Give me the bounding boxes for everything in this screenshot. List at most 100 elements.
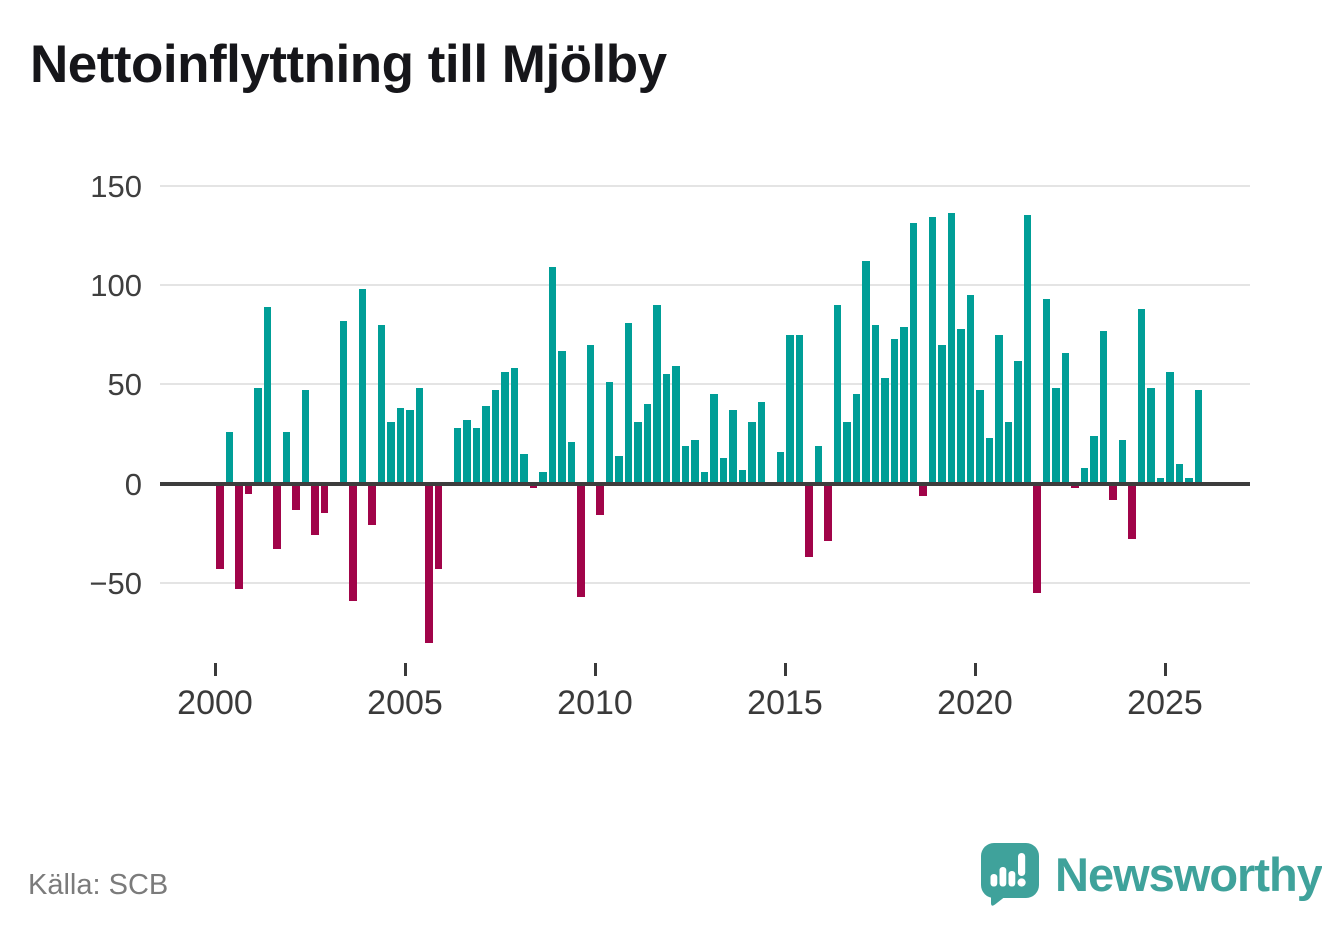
- bar: [349, 483, 357, 601]
- bar: [1052, 388, 1060, 484]
- bar: [235, 483, 243, 589]
- bar: [1194, 390, 1202, 484]
- bar: [387, 422, 395, 484]
- bar: [985, 437, 993, 484]
- x-axis-tick-mark: [404, 663, 407, 676]
- newsworthy-wordmark: Newsworthy: [1055, 847, 1322, 901]
- bar: [871, 324, 879, 484]
- bar: [1156, 477, 1164, 484]
- x-axis-tick-label: 2025: [1127, 684, 1203, 722]
- y-axis-tick-label: −50: [89, 566, 142, 602]
- x-axis-tick-label: 2010: [557, 684, 633, 722]
- bar: [558, 350, 566, 484]
- bar: [824, 483, 832, 542]
- bar: [1061, 352, 1069, 484]
- bar: [938, 344, 946, 484]
- bar: [1166, 372, 1174, 484]
- chart-title: Nettoinflyttning till Mjölby: [30, 35, 667, 94]
- x-axis-tick-mark: [784, 663, 787, 676]
- bar: [263, 306, 271, 484]
- bar: [719, 457, 727, 484]
- bar: [482, 406, 490, 484]
- bar: [320, 483, 328, 514]
- bar: [577, 483, 585, 597]
- x-axis-tick-label: 2000: [177, 684, 253, 722]
- bar: [225, 432, 233, 484]
- bar: [966, 294, 974, 484]
- bar: [1004, 422, 1012, 484]
- bar: [1128, 483, 1136, 540]
- bar: [1175, 463, 1183, 484]
- bar: [947, 213, 955, 484]
- bar: [463, 420, 471, 484]
- y-axis-tick-label: 50: [107, 367, 142, 403]
- bar: [491, 390, 499, 484]
- bar: [567, 441, 575, 484]
- x-axis-tick-mark: [974, 663, 977, 676]
- bar: [805, 483, 813, 558]
- bar: [406, 410, 414, 484]
- bar: [368, 483, 376, 526]
- source-label: Källa: SCB: [28, 869, 169, 901]
- bar: [292, 483, 300, 510]
- bar: [339, 320, 347, 484]
- bar: [1090, 436, 1098, 484]
- bar: [1042, 298, 1050, 484]
- bar: [596, 483, 604, 516]
- bar: [1147, 388, 1155, 484]
- bar: [282, 432, 290, 484]
- bar: [501, 372, 509, 484]
- bar: [396, 408, 404, 484]
- newsworthy-logo-icon: [981, 843, 1039, 906]
- bar: [520, 453, 528, 484]
- bar: [539, 471, 547, 484]
- zero-baseline: [160, 481, 1250, 486]
- bar: [653, 304, 661, 484]
- bar: [814, 445, 822, 484]
- bar: [548, 267, 556, 484]
- bar: [301, 390, 309, 484]
- x-axis-tick-mark: [1164, 663, 1167, 676]
- bar: [738, 469, 746, 484]
- bar: [662, 374, 670, 484]
- x-axis-tick-label: 2015: [747, 684, 823, 722]
- bar: [216, 483, 224, 570]
- bar: [510, 368, 518, 484]
- bar: [415, 388, 423, 484]
- x-axis-tick-label: 2005: [367, 684, 443, 722]
- bar: [786, 334, 794, 484]
- x-axis-tick-mark: [214, 663, 217, 676]
- bar: [833, 304, 841, 484]
- y-gridline: [160, 383, 1250, 386]
- y-axis-tick-label: 100: [90, 268, 142, 303]
- bar: [976, 390, 984, 484]
- y-gridline: [160, 184, 1250, 187]
- bar: [624, 322, 632, 484]
- bar: [453, 428, 461, 484]
- bar: [1080, 467, 1088, 484]
- y-gridline: [160, 284, 1250, 286]
- x-axis-tick-mark: [594, 663, 597, 676]
- bar: [729, 410, 737, 484]
- bar: [311, 483, 319, 536]
- bar: [795, 334, 803, 484]
- bar: [1014, 360, 1022, 484]
- bar: [881, 378, 889, 484]
- plot-area: [160, 170, 1252, 675]
- bar: [643, 404, 651, 484]
- bar: [1099, 330, 1107, 484]
- bar: [634, 422, 642, 484]
- x-axis-tick-label: 2020: [937, 684, 1013, 722]
- y-gridline: [160, 582, 1250, 585]
- bar: [681, 445, 689, 484]
- bar: [900, 326, 908, 484]
- newsworthy-logo: Newsworthy: [978, 841, 1322, 907]
- bar: [843, 422, 851, 484]
- bar: [1118, 439, 1126, 484]
- bar: [995, 334, 1003, 484]
- bar: [472, 428, 480, 484]
- bar: [254, 388, 262, 484]
- bar: [244, 483, 252, 494]
- bar: [957, 328, 965, 484]
